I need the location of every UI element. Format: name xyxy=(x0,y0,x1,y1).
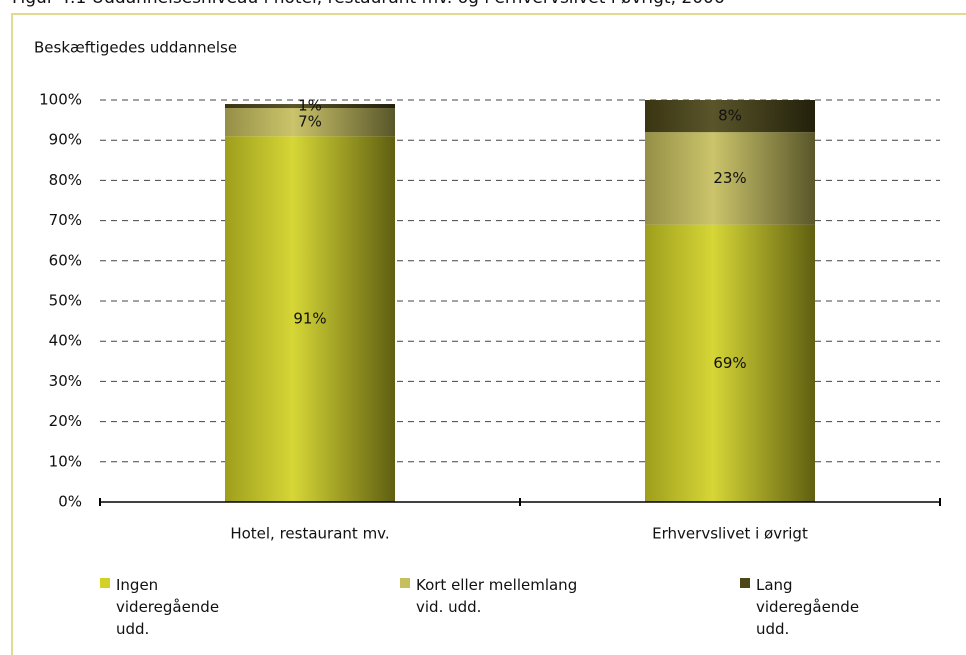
frame xyxy=(11,13,966,655)
legend-label: Ingen videregående udd. xyxy=(116,576,220,638)
legend-swatch xyxy=(740,578,750,588)
legend-swatch xyxy=(100,578,110,588)
legend-item: Ingen videregående udd. xyxy=(100,574,250,640)
y-tick-label: 70% xyxy=(49,211,82,229)
value-label: 8% xyxy=(718,107,742,125)
y-tick-label: 80% xyxy=(49,171,82,189)
bar-segment xyxy=(225,108,395,137)
y-tick-label: 20% xyxy=(49,412,82,430)
value-label: 23% xyxy=(713,169,746,187)
value-label: 1% xyxy=(298,97,322,115)
y-tick-label: 90% xyxy=(49,131,82,149)
legend-item: Lang videregående udd. xyxy=(740,574,890,640)
y-tick-label: 0% xyxy=(58,493,82,511)
chart-title: Figur 4.1 Uddannelsesniveau i hotel, res… xyxy=(12,0,725,8)
legend-label: Lang videregående udd. xyxy=(756,576,860,638)
legend-swatch xyxy=(400,578,410,588)
bar-segment xyxy=(645,224,815,502)
y-tick-label: 50% xyxy=(49,292,82,310)
y-axis-label: Beskæftigedes uddannelse xyxy=(34,39,237,57)
bar-segment xyxy=(225,136,395,502)
bar-segment xyxy=(225,104,395,109)
y-tick-label: 30% xyxy=(49,372,82,390)
bar-segment xyxy=(645,100,815,133)
bar-segment xyxy=(645,132,815,225)
value-label: 69% xyxy=(713,354,746,372)
value-label: 7% xyxy=(298,113,322,131)
value-label: 91% xyxy=(293,310,326,328)
legend-item: Kort eller mellemlang vid. udd. xyxy=(400,574,590,618)
y-tick-label: 40% xyxy=(49,332,82,350)
y-tick-label: 100% xyxy=(39,91,82,109)
y-tick-label: 60% xyxy=(49,251,82,269)
x-tick-label: Erhvervslivet i øvrigt xyxy=(652,525,808,543)
x-tick-label: Hotel, restaurant mv. xyxy=(230,525,389,543)
legend-label: Kort eller mellemlang vid. udd. xyxy=(416,576,578,616)
y-tick-label: 10% xyxy=(49,452,82,470)
